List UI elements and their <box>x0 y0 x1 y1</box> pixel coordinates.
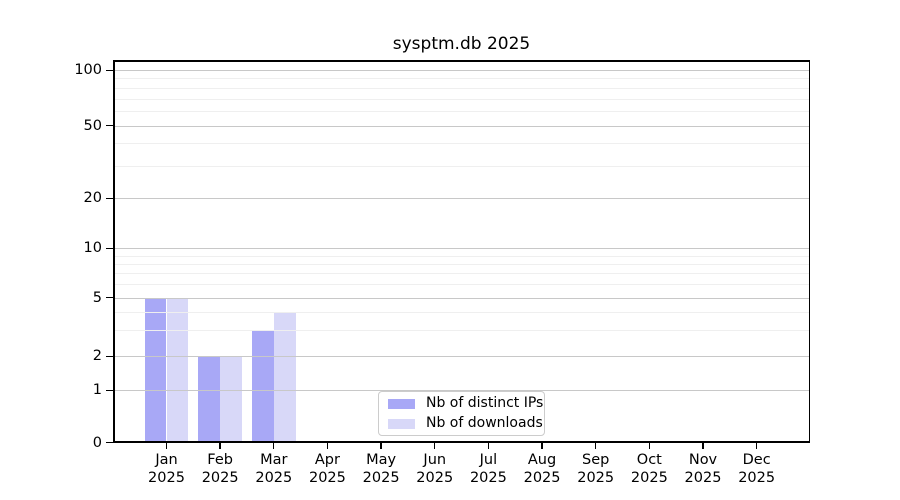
bar-downloads-jan <box>166 297 189 443</box>
legend-label-downloads: Nb of downloads <box>426 415 543 431</box>
gridline-minor <box>113 330 810 332</box>
plot-spine-right <box>808 60 810 443</box>
y-tick-label: 2 <box>92 348 102 364</box>
bar-downloads-mar <box>273 311 296 443</box>
plot-spine-top <box>113 60 810 62</box>
gridline-major <box>113 70 810 71</box>
x-tick-mark <box>541 443 543 449</box>
y-tick-mark <box>106 125 113 127</box>
gridline-minor <box>113 273 810 275</box>
y-tick-label: 1 <box>92 382 102 398</box>
x-tick-label-may: May 2025 <box>362 452 400 486</box>
x-tick-mark <box>487 443 490 449</box>
x-tick-label-nov: Nov 2025 <box>684 452 722 486</box>
bar-distinct-ips-feb <box>198 356 221 443</box>
x-tick-mark <box>755 443 758 449</box>
plot-spine-left <box>113 60 115 443</box>
gridline-minor <box>113 165 810 167</box>
legend: Nb of distinct IPs Nb of downloads <box>378 391 545 436</box>
y-tick-label: 10 <box>83 240 102 256</box>
gridline-minor <box>113 87 810 89</box>
legend-swatch-downloads <box>388 418 415 429</box>
x-tick-label-apr: Apr 2025 <box>308 452 346 486</box>
plot-spine-bottom <box>113 441 810 443</box>
x-tick-label-jun: Jun 2025 <box>416 452 454 486</box>
y-tick-mark <box>106 389 113 391</box>
gridline-minor <box>113 78 810 80</box>
y-tick-mark <box>106 442 113 444</box>
gridline-major <box>113 248 810 249</box>
gridline-major <box>113 390 810 391</box>
y-tick-label: 5 <box>92 289 102 306</box>
x-tick-mark <box>434 443 436 449</box>
gridline-major <box>113 125 810 127</box>
gridline-minor <box>113 143 810 145</box>
x-tick-label-sep: Sep 2025 <box>577 452 615 486</box>
x-tick-label-jan: Jan 2025 <box>148 452 185 486</box>
y-tick-label: 50 <box>83 117 102 134</box>
gridline-minor <box>113 263 810 265</box>
x-tick-mark <box>326 443 329 449</box>
gridline-minor <box>113 110 810 112</box>
bar-downloads-feb <box>220 356 242 443</box>
x-tick-mark <box>595 443 597 449</box>
legend-item-downloads: Nb of downloads <box>388 415 544 432</box>
x-tick-mark <box>165 443 168 449</box>
x-tick-label-mar: Mar 2025 <box>255 452 293 486</box>
x-tick-mark <box>219 443 221 449</box>
y-tick-label: 20 <box>83 190 102 206</box>
y-tick-mark <box>106 197 113 199</box>
gridline-major <box>113 198 810 199</box>
legend-item-distinct-ips: Nb of distinct IPs <box>388 395 544 412</box>
y-tick-mark <box>106 297 113 299</box>
plot-area <box>113 60 810 443</box>
x-tick-label-aug: Aug 2025 <box>523 452 561 486</box>
gridline-major <box>113 297 810 299</box>
legend-label-distinct-ips: Nb of distinct IPs <box>426 395 544 411</box>
y-tick-mark <box>106 247 113 249</box>
gridline-major <box>113 356 810 357</box>
bar-distinct-ips-jan <box>144 297 167 443</box>
gridline-minor <box>113 98 810 100</box>
y-tick-mark <box>106 69 113 71</box>
x-tick-label-feb: Feb 2025 <box>201 452 239 486</box>
y-tick-label: 100 <box>74 62 102 78</box>
gridline-minor <box>113 284 810 286</box>
x-tick-mark <box>380 443 382 449</box>
chart-title: sysptm.db 2025 <box>392 34 531 54</box>
x-tick-label-dec: Dec 2025 <box>738 452 776 486</box>
gridline-minor <box>113 255 810 257</box>
x-tick-mark <box>648 443 651 449</box>
gridline-minor <box>113 311 810 313</box>
x-tick-label-oct: Oct 2025 <box>630 452 668 486</box>
y-tick-label: 0 <box>92 434 102 451</box>
x-tick-mark <box>273 443 275 449</box>
x-tick-label-jul: Jul 2025 <box>469 452 507 486</box>
legend-swatch-distinct-ips <box>388 398 415 409</box>
bar-distinct-ips-mar <box>252 330 274 443</box>
x-tick-mark <box>702 443 704 449</box>
y-tick-mark <box>106 355 113 357</box>
